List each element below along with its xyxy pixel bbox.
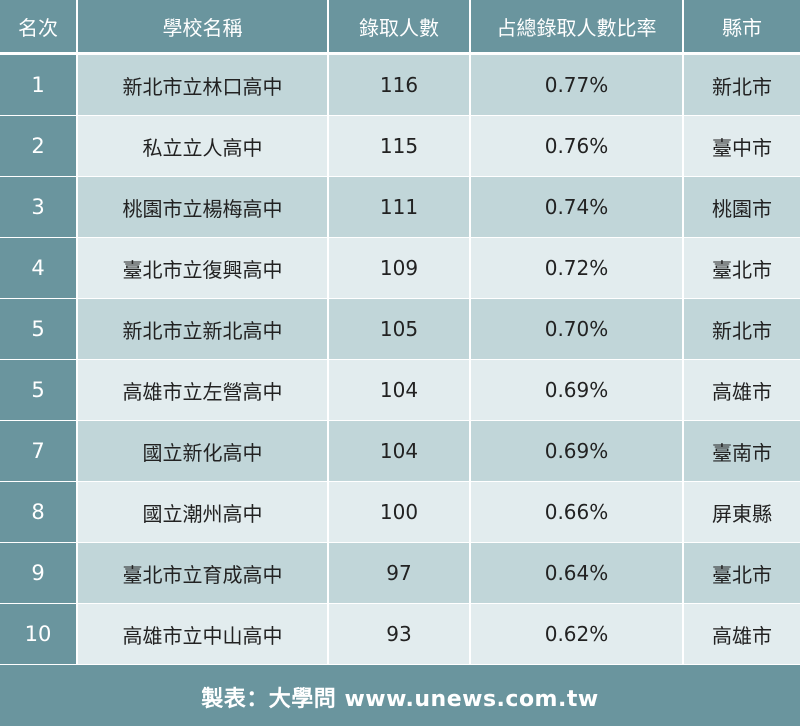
table-row: 2 私立立人高中 115 0.76% 臺中市 [0, 116, 800, 177]
rank-cell: 5 [0, 299, 78, 360]
table-row: 9 臺北市立育成高中 97 0.64% 臺北市 [0, 543, 800, 604]
admission-ranking-table: 名次 學校名稱 錄取人數 占總錄取人數比率 縣市 1 新北市立林口高中 116 … [0, 0, 800, 665]
table-row: 7 國立新化高中 104 0.69% 臺南市 [0, 421, 800, 482]
admitted-count-cell: 100 [329, 482, 471, 543]
rank-cell: 10 [0, 604, 78, 665]
school-name-cell: 國立新化高中 [78, 421, 329, 482]
rank-cell: 3 [0, 177, 78, 238]
school-name-cell: 高雄市立中山高中 [78, 604, 329, 665]
table-row: 8 國立潮州高中 100 0.66% 屏東縣 [0, 482, 800, 543]
rank-cell: 2 [0, 116, 78, 177]
city-cell: 新北市 [684, 299, 800, 360]
rank-cell: 9 [0, 543, 78, 604]
table-header-row: 名次 學校名稱 錄取人數 占總錄取人數比率 縣市 [0, 0, 800, 55]
school-name-cell: 國立潮州高中 [78, 482, 329, 543]
city-cell: 桃園市 [684, 177, 800, 238]
table-row: 5 新北市立新北高中 105 0.70% 新北市 [0, 299, 800, 360]
header-rank: 名次 [0, 0, 78, 55]
table-row: 10 高雄市立中山高中 93 0.62% 高雄市 [0, 604, 800, 665]
source-credit-footer: 製表：大學問 www.unews.com.tw [0, 668, 800, 726]
rank-cell: 7 [0, 421, 78, 482]
admitted-ratio-cell: 0.69% [471, 360, 684, 421]
admitted-count-cell: 111 [329, 177, 471, 238]
city-cell: 高雄市 [684, 604, 800, 665]
table-row: 1 新北市立林口高中 116 0.77% 新北市 [0, 55, 800, 116]
admitted-count-cell: 109 [329, 238, 471, 299]
header-city: 縣市 [684, 0, 800, 55]
rank-cell: 5 [0, 360, 78, 421]
school-name-cell: 私立立人高中 [78, 116, 329, 177]
school-name-cell: 高雄市立左營高中 [78, 360, 329, 421]
source-credit-text: 製表：大學問 www.unews.com.tw [201, 687, 599, 712]
admitted-ratio-cell: 0.70% [471, 299, 684, 360]
admitted-count-cell: 97 [329, 543, 471, 604]
header-admitted-ratio: 占總錄取人數比率 [471, 0, 684, 55]
city-cell: 臺北市 [684, 238, 800, 299]
admitted-count-cell: 104 [329, 360, 471, 421]
city-cell: 新北市 [684, 55, 800, 116]
city-cell: 臺南市 [684, 421, 800, 482]
header-admitted-count: 錄取人數 [329, 0, 471, 55]
admitted-count-cell: 115 [329, 116, 471, 177]
admitted-count-cell: 93 [329, 604, 471, 665]
admitted-count-cell: 105 [329, 299, 471, 360]
table-row: 5 高雄市立左營高中 104 0.69% 高雄市 [0, 360, 800, 421]
admitted-count-cell: 104 [329, 421, 471, 482]
admitted-ratio-cell: 0.69% [471, 421, 684, 482]
school-name-cell: 新北市立林口高中 [78, 55, 329, 116]
school-name-cell: 桃園市立楊梅高中 [78, 177, 329, 238]
city-cell: 高雄市 [684, 360, 800, 421]
city-cell: 臺北市 [684, 543, 800, 604]
admitted-ratio-cell: 0.62% [471, 604, 684, 665]
rank-cell: 4 [0, 238, 78, 299]
admitted-ratio-cell: 0.76% [471, 116, 684, 177]
city-cell: 屏東縣 [684, 482, 800, 543]
rank-cell: 8 [0, 482, 78, 543]
school-name-cell: 臺北市立復興高中 [78, 238, 329, 299]
admitted-ratio-cell: 0.74% [471, 177, 684, 238]
admitted-ratio-cell: 0.77% [471, 55, 684, 116]
rank-cell: 1 [0, 55, 78, 116]
school-name-cell: 新北市立新北高中 [78, 299, 329, 360]
table-row: 4 臺北市立復興高中 109 0.72% 臺北市 [0, 238, 800, 299]
admitted-ratio-cell: 0.64% [471, 543, 684, 604]
admitted-ratio-cell: 0.72% [471, 238, 684, 299]
city-cell: 臺中市 [684, 116, 800, 177]
header-school-name: 學校名稱 [78, 0, 329, 55]
table-row: 3 桃園市立楊梅高中 111 0.74% 桃園市 [0, 177, 800, 238]
admitted-ratio-cell: 0.66% [471, 482, 684, 543]
school-name-cell: 臺北市立育成高中 [78, 543, 329, 604]
admitted-count-cell: 116 [329, 55, 471, 116]
